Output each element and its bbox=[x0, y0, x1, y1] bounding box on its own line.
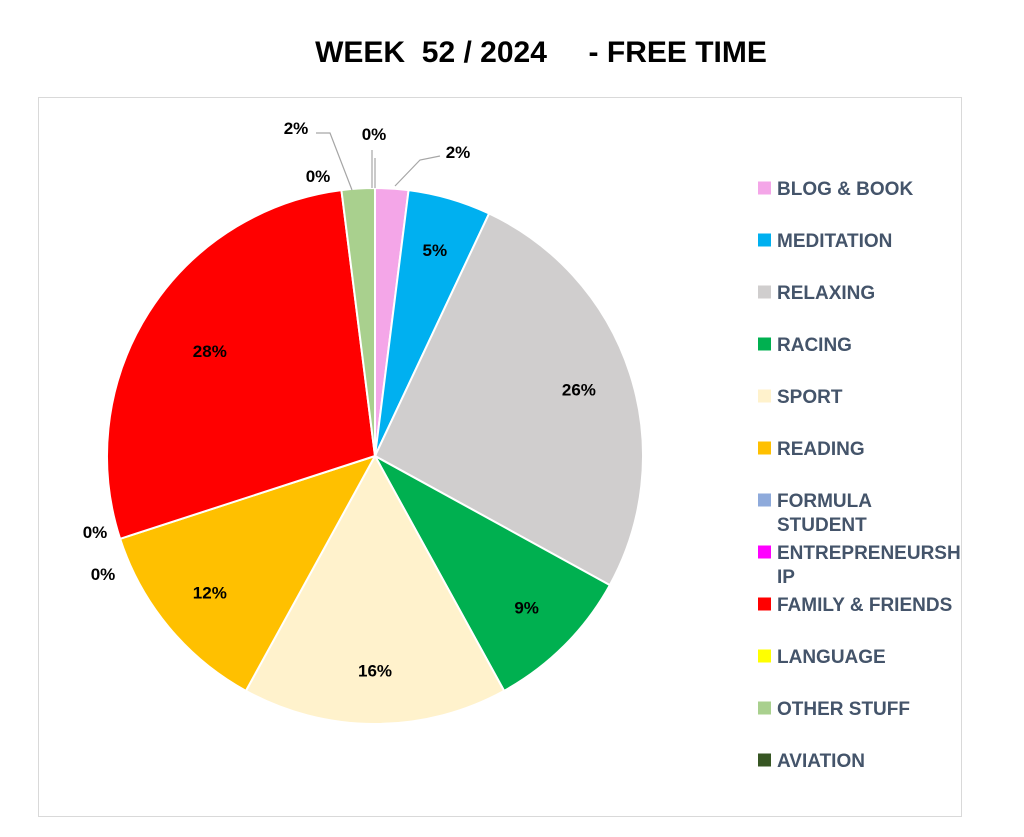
legend-label-family-and-friends: FAMILY & FRIENDS bbox=[777, 595, 952, 616]
legend-entry-other-stuff: OTHER STUFF bbox=[758, 699, 910, 720]
legend-label-formula-student-line-2: STUDENT bbox=[777, 515, 867, 536]
legend-swatch-meditation bbox=[758, 233, 771, 247]
data-label-blog-and-book: 2% bbox=[446, 143, 471, 162]
legend-label-formula-student-line-1: FORMULA bbox=[777, 491, 872, 512]
legend-label-relaxing: RELAXING bbox=[777, 283, 875, 304]
legend-swatch-blog-and-book bbox=[758, 181, 771, 195]
data-label-aviation: 0% bbox=[362, 125, 387, 144]
legend-label-entrepreneurship-line-2: IP bbox=[777, 567, 795, 588]
legend-label-aviation: AVIATION bbox=[777, 751, 865, 772]
legend-entry-formula-student: FORMULA STUDENT bbox=[758, 491, 872, 536]
legend-swatch-aviation bbox=[758, 753, 771, 767]
legend-entry-language: LANGUAGE bbox=[758, 647, 886, 668]
data-label-relaxing: 26% bbox=[562, 381, 596, 400]
legend-entry-blog-and-book: BLOG & BOOK bbox=[758, 179, 913, 200]
data-label-other-stuff: 2% bbox=[284, 119, 309, 138]
legend-label-language: LANGUAGE bbox=[777, 647, 886, 668]
legend-label-other-stuff: OTHER STUFF bbox=[777, 699, 910, 720]
pie-slices bbox=[106, 186, 644, 725]
pie-slice-sport bbox=[244, 453, 506, 725]
chart-title: WEEK 52 / 2024 - FREE TIME bbox=[315, 36, 767, 69]
legend-swatch-reading bbox=[758, 441, 771, 455]
data-label-family-and-friends: 28% bbox=[193, 342, 227, 361]
data-label-formula-student: 0% bbox=[83, 523, 108, 542]
data-label-entrepreneurship: 0% bbox=[91, 565, 116, 584]
legend-entry-aviation: AVIATION bbox=[758, 751, 865, 772]
legend-label-meditation: MEDITATION bbox=[777, 231, 892, 252]
legend-swatch-language bbox=[758, 649, 771, 663]
legend-swatch-sport bbox=[758, 389, 771, 403]
data-label-reading: 12% bbox=[193, 584, 227, 603]
legend-label-blog-and-book: BLOG & BOOK bbox=[777, 179, 913, 200]
legend-entry-relaxing: RELAXING bbox=[758, 283, 875, 304]
data-label-sport: 16% bbox=[358, 661, 392, 680]
legend-label-sport: SPORT bbox=[777, 387, 843, 408]
legend-swatch-family-and-friends bbox=[758, 597, 771, 611]
legend-entry-reading: READING bbox=[758, 439, 865, 460]
legend-label-reading: READING bbox=[777, 439, 865, 460]
legend-label-racing: RACING bbox=[777, 335, 852, 356]
pie-slice-family-and-friends bbox=[106, 188, 377, 541]
legend-entry-family-and-friends: FAMILY & FRIENDS bbox=[758, 595, 952, 616]
chart-area-frame bbox=[38, 97, 962, 817]
leader-line-blog-and-book bbox=[394, 155, 441, 187]
legend-swatch-relaxing bbox=[758, 285, 771, 299]
legend-entry-entrepreneurship: ENTREPRENEURSH IP bbox=[758, 543, 961, 588]
pie-slice-reading bbox=[118, 454, 378, 693]
legend-swatch-entrepreneurship bbox=[758, 545, 771, 559]
data-labels: 2% 5% 26% 9% 16% 12% 0% 0% 28% 0% 2% 0% bbox=[83, 119, 596, 680]
data-label-racing: 9% bbox=[514, 599, 539, 618]
legend-swatch-formula-student bbox=[758, 493, 771, 507]
data-label-language: 0% bbox=[306, 167, 331, 186]
legend-swatch-other-stuff bbox=[758, 701, 771, 715]
legend: BLOG & BOOK MEDITATION RELAXING RACING SPORT… bbox=[758, 179, 961, 772]
pie-slice-racing bbox=[372, 453, 612, 693]
legend-swatch-racing bbox=[758, 337, 771, 351]
leader-lines bbox=[316, 132, 441, 191]
legend-label-entrepreneurship-line-1: ENTREPRENEURSH bbox=[777, 543, 961, 564]
data-label-meditation: 5% bbox=[423, 241, 448, 260]
legend-entry-meditation: MEDITATION bbox=[758, 231, 892, 252]
legend-entry-racing: RACING bbox=[758, 335, 852, 356]
leader-line-other-stuff bbox=[316, 132, 353, 191]
legend-entry-sport: SPORT bbox=[758, 387, 843, 408]
